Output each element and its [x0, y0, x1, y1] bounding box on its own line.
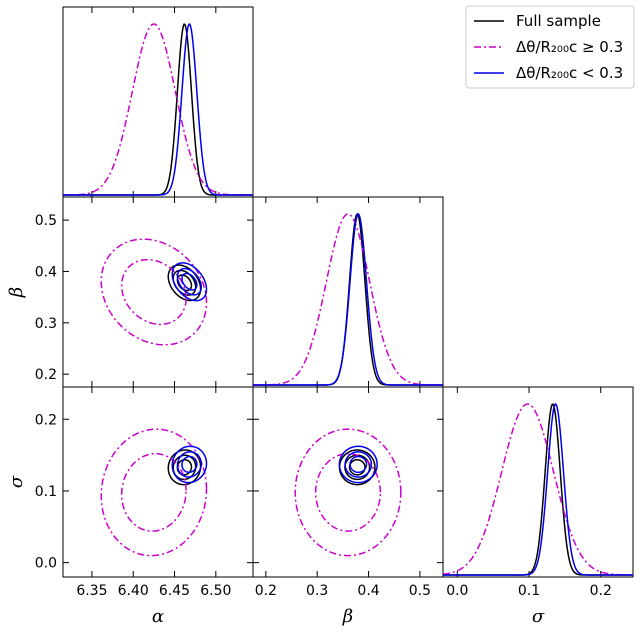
- x-axis-title: σ: [532, 606, 545, 627]
- x-tick-label: 0.3: [306, 583, 328, 599]
- legend-label-0: Full sample: [516, 12, 601, 30]
- x-tick-label: 0.1: [518, 583, 540, 599]
- y-tick-label: 0.3: [35, 316, 57, 332]
- panel-frame: [62, 386, 254, 578]
- panel-sigma-sigma: [442, 386, 634, 578]
- contour-beta-sigma-series-2-level-0: [349, 455, 368, 474]
- y-axis-title: σ: [6, 475, 27, 488]
- x-tick-label: 0.5: [409, 583, 431, 599]
- contour-alpha-sigma-series-1-level-0: [120, 452, 187, 532]
- x-axis-title: β: [342, 606, 353, 627]
- x-tick-label: 0.4: [357, 583, 379, 599]
- y-axis-title: β: [6, 287, 27, 298]
- contour-alpha-beta-series-2-level-2: [171, 262, 208, 302]
- contour-beta-sigma-series-1-level-0: [314, 452, 382, 532]
- contour-alpha-sigma-series-1-level-1: [100, 428, 208, 557]
- x-tick-label: 6.40: [118, 583, 149, 599]
- panel-frame: [62, 196, 254, 388]
- y-tick-label: 0.0: [35, 556, 57, 572]
- x-axis-title: α: [152, 606, 164, 627]
- contour-beta-sigma-series-2-level-2: [338, 445, 378, 484]
- x-tick-label: 0.0: [446, 583, 468, 599]
- legend-label-1: Δθ/R₂₀₀c ≥ 0.3: [516, 38, 623, 56]
- marginal-beta-series-2: [253, 212, 443, 386]
- y-tick-label: 0.1: [35, 484, 57, 500]
- legend: Full sample Δθ/R₂₀₀c ≥ 0.3 Δθ/R₂₀₀c < 0.3: [465, 5, 635, 89]
- y-tick-label: 0.2: [35, 367, 57, 383]
- x-tick-label: 0.2: [255, 583, 277, 599]
- panel-frame: [62, 6, 254, 198]
- contour-alpha-beta-series-2-level-1: [176, 267, 203, 296]
- contour-alpha-sigma-series-2-level-0: [181, 455, 198, 474]
- y-tick-label: 0.2: [35, 412, 57, 428]
- contour-alpha-sigma-series-2-level-1: [176, 451, 203, 478]
- marginal-sigma-series-0: [443, 403, 633, 576]
- contour-alpha-beta-series-1-level-1: [100, 238, 208, 346]
- contour-beta-sigma-series-1-level-1: [294, 428, 402, 557]
- marginal-alpha-series-2: [63, 23, 253, 196]
- contour-alpha-sigma-series-2-level-2: [171, 445, 208, 484]
- x-tick-label: 6.45: [159, 583, 190, 599]
- x-tick-label: 6.50: [200, 583, 231, 599]
- panel-frame: [442, 386, 634, 578]
- x-tick-label: 6.35: [76, 583, 107, 599]
- x-tick-label: 0.2: [590, 583, 612, 599]
- y-tick-label: 0.5: [35, 213, 57, 229]
- marginal-alpha-series-0: [63, 23, 253, 196]
- marginal-sigma-series-2: [443, 402, 633, 576]
- panel-beta-alpha: [62, 196, 254, 388]
- contour-beta-sigma-series-2-level-1: [344, 451, 373, 478]
- panel-alpha-alpha: [62, 6, 254, 198]
- contour-beta-sigma-series-0-level-0: [348, 459, 366, 476]
- panel-sigma-alpha: [62, 386, 254, 578]
- marginal-beta-series-1: [253, 213, 443, 386]
- y-tick-label: 0.4: [35, 264, 57, 280]
- legend-frame: [465, 5, 635, 89]
- contour-alpha-beta-series-1-level-0: [120, 258, 187, 326]
- marginal-alpha-series-1: [63, 23, 253, 196]
- contour-alpha-beta-series-2-level-0: [181, 272, 198, 291]
- legend-label-2: Δθ/R₂₀₀c < 0.3: [516, 64, 623, 82]
